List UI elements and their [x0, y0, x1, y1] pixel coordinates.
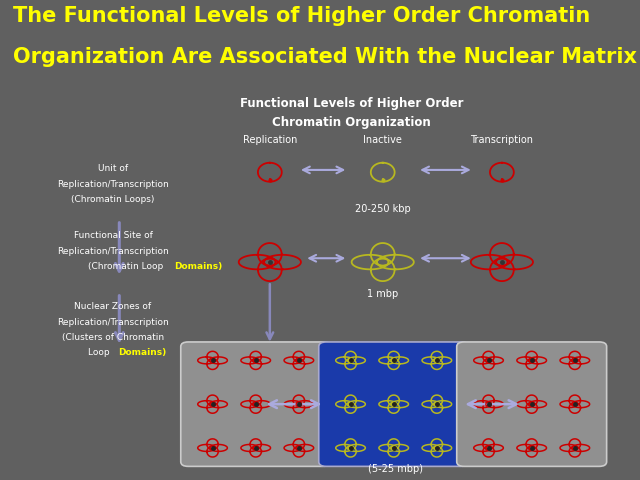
Text: (Clusters of Chromatin: (Clusters of Chromatin — [62, 333, 164, 342]
Text: The Functional Levels of Higher Order Chromatin: The Functional Levels of Higher Order Ch… — [13, 6, 590, 26]
Text: Nuclear Zones of: Nuclear Zones of — [74, 302, 152, 312]
Text: 1 mbp: 1 mbp — [367, 289, 398, 299]
Text: Replication/Transcription: Replication/Transcription — [57, 247, 169, 256]
FancyBboxPatch shape — [180, 342, 331, 467]
Text: Chromatin Organization: Chromatin Organization — [272, 116, 431, 129]
Text: Replication/Transcription: Replication/Transcription — [57, 180, 169, 189]
FancyBboxPatch shape — [319, 342, 468, 467]
Text: Organization Are Associated With the Nuclear Matrix: Organization Are Associated With the Nuc… — [13, 47, 637, 67]
Text: 20-250 kbp: 20-250 kbp — [355, 204, 411, 215]
Text: Inactive: Inactive — [364, 135, 402, 145]
Text: Transcription: Transcription — [470, 135, 533, 145]
Text: (5-25 mbp): (5-25 mbp) — [368, 465, 423, 474]
Text: Replication/Transcription: Replication/Transcription — [57, 318, 169, 327]
FancyBboxPatch shape — [457, 342, 607, 467]
Text: Functional Levels of Higher Order: Functional Levels of Higher Order — [239, 97, 463, 110]
Text: Domains): Domains) — [175, 262, 223, 271]
Text: Unit of: Unit of — [98, 164, 128, 173]
Text: (Chromatin Loop: (Chromatin Loop — [88, 262, 166, 271]
Text: Domains): Domains) — [118, 348, 166, 358]
Text: Functional Site of: Functional Site of — [74, 231, 152, 240]
Text: Replication: Replication — [243, 135, 297, 145]
Text: Loop: Loop — [88, 348, 113, 358]
Text: (Chromatin Loops): (Chromatin Loops) — [71, 195, 155, 204]
